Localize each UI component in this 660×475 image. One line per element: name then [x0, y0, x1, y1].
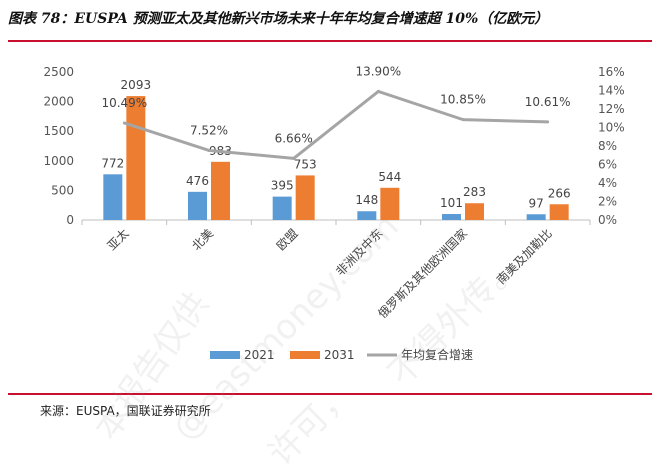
x-category-label: 北美	[189, 226, 216, 253]
y-tick-label: 2500	[43, 65, 74, 79]
y-tick-label: 1000	[43, 154, 74, 168]
y2-tick-label: 8%	[598, 139, 617, 153]
x-category-label: 南美及加勒比	[493, 226, 555, 288]
data-label-2021: 97	[529, 196, 544, 210]
bar-2021	[357, 211, 377, 220]
data-label-2021: 772	[101, 156, 124, 170]
cagr-label: 13.90%	[355, 64, 401, 78]
cagr-label: 7.52%	[190, 123, 228, 137]
legend-label-2031: 2031	[324, 348, 355, 362]
data-label-2031: 266	[548, 186, 571, 200]
cagr-point	[122, 121, 126, 125]
data-label-2021: 476	[186, 174, 209, 188]
bar-2021	[526, 214, 546, 220]
y2-tick-label: 16%	[598, 65, 625, 79]
data-label-2031: 753	[294, 157, 317, 171]
y2-tick-label: 12%	[598, 102, 625, 116]
legend-swatch-2021	[210, 351, 240, 359]
y-tick-label: 1500	[43, 124, 74, 138]
bar-2031	[211, 161, 230, 220]
y-tick-label: 0	[66, 213, 74, 227]
bar-2031	[295, 175, 315, 220]
y2-tick-label: 10%	[598, 121, 625, 135]
data-label-2031: 283	[463, 185, 486, 199]
legend-label-2021: 2021	[244, 348, 275, 362]
chart-title: 图表 78：EUSPA 预测亚太及其他新兴市场未来十年年均复合增速超 10%（亿…	[8, 11, 549, 27]
title-rule	[8, 40, 652, 42]
y2-tick-label: 6%	[598, 158, 617, 172]
x-category-label: 亚太	[104, 226, 132, 254]
data-label-2021: 148	[355, 193, 378, 207]
bar-2031	[380, 187, 400, 220]
y2-tick-label: 0%	[598, 213, 617, 227]
x-category-label: 非洲及中东	[332, 226, 385, 279]
y2-tick-label: 14%	[598, 84, 625, 98]
data-label-2031: 2093	[121, 78, 152, 92]
bar-2031	[465, 203, 484, 220]
chart: 0 500 1000 1500 2000 2500 0% 2% 4% 6% 8% 10% 12% 14% 1…	[43, 64, 625, 362]
cagr-label: 10.49%	[101, 96, 147, 110]
y2-tick-label: 2%	[598, 195, 617, 209]
cagr-point	[546, 120, 550, 124]
data-label-2021: 101	[440, 196, 463, 210]
bar-2021	[188, 191, 207, 220]
y-tick-label: 500	[51, 183, 74, 197]
cagr-point	[461, 118, 465, 122]
source-note: 来源：EUSPA，国联证券研究所	[40, 404, 211, 418]
data-label-2031: 544	[378, 170, 401, 184]
cagr-label: 10.85%	[440, 93, 486, 107]
bar-2031	[549, 204, 569, 220]
cagr-line	[123, 89, 548, 160]
cagr-label: 6.66%	[275, 131, 313, 145]
x-category-label: 欧盟	[274, 226, 301, 253]
legend-label-cagr: 年均复合增速	[401, 347, 473, 362]
bar-2021	[272, 196, 292, 220]
source-rule	[8, 393, 652, 395]
cagr-point	[292, 156, 296, 160]
cagr-point	[376, 89, 380, 93]
cagr-point	[207, 148, 211, 152]
bar-2031	[126, 96, 146, 220]
legend-swatch-2031	[290, 351, 320, 359]
bar-2021	[103, 174, 123, 220]
x-category-label: 俄罗斯及其他欧洲国家	[375, 226, 470, 321]
data-label-2021: 395	[271, 179, 294, 193]
y-tick-label: 2000	[43, 95, 74, 109]
y2-tick-label: 4%	[598, 176, 617, 190]
cagr-label: 10.61%	[525, 95, 571, 109]
bar-2021	[442, 214, 461, 220]
